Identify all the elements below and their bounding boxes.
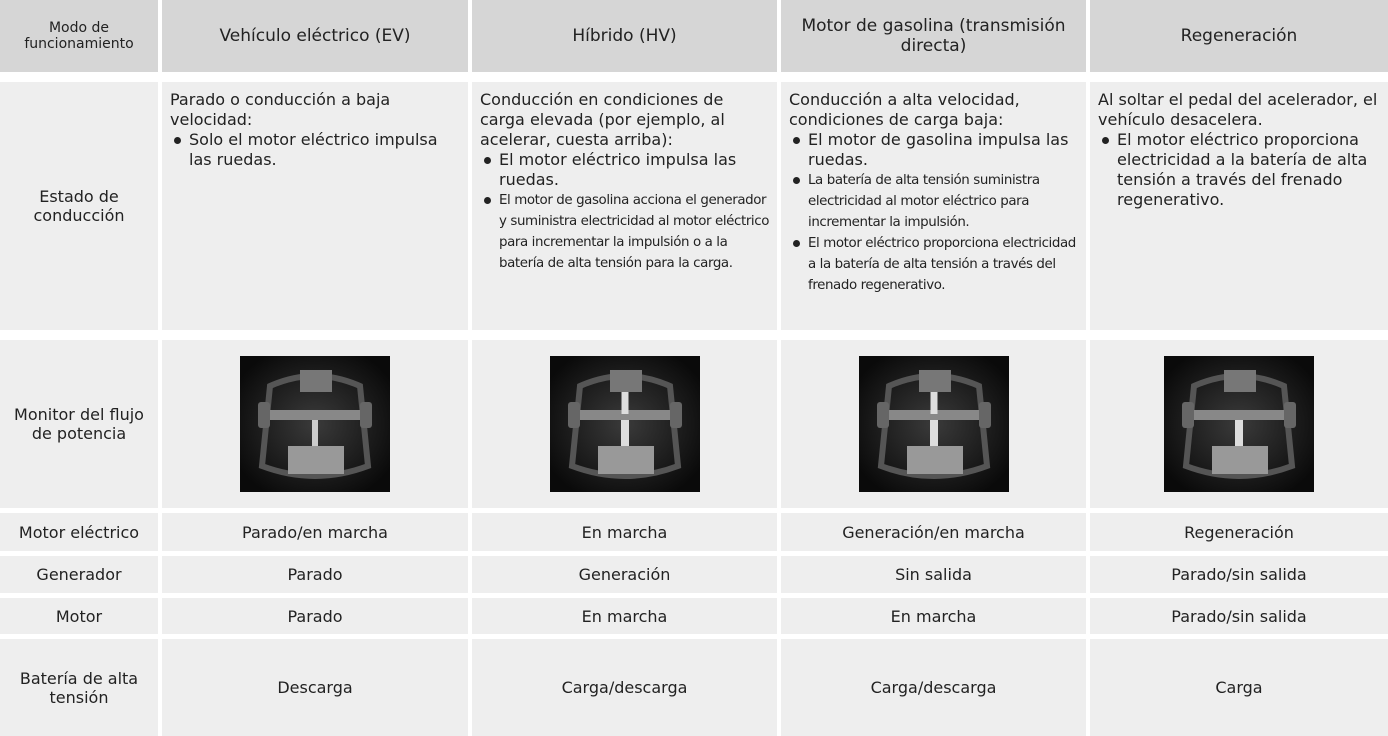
value-cell: Descarga — [162, 639, 468, 736]
row-label: Generador — [0, 556, 158, 593]
header-cell: Regeneración — [1090, 0, 1388, 72]
value-cell: Parado — [162, 556, 468, 593]
value-cell: Parado — [162, 598, 468, 634]
value-cell: Carga/descarga — [472, 639, 777, 736]
header-cell: Modo de funcionamiento — [0, 0, 158, 72]
state-cell: Conducción a alta velocidad, condiciones… — [781, 82, 1086, 330]
power-flow-image — [549, 356, 700, 492]
state-cell: Conducción en condiciones de carga eleva… — [472, 82, 777, 330]
power-flow-image — [240, 356, 390, 492]
state-cell: Parado o conducción a baja velocidad: Sol… — [162, 82, 468, 330]
image-cell — [1090, 340, 1388, 508]
value-cell: Parado/sin salida — [1090, 556, 1388, 593]
value-cell: Carga — [1090, 639, 1388, 736]
row-label: Monitor del flujo de potencia — [0, 340, 158, 508]
bullet: El motor eléctrico proporciona electrici… — [789, 233, 1080, 296]
value-cell: Regeneración — [1090, 513, 1388, 551]
value-cell: Generación — [472, 556, 777, 593]
value-cell: Sin salida — [781, 556, 1086, 593]
state-intro: Al soltar el pedal del acelerador, el ve… — [1098, 90, 1378, 129]
bullet-list: El motor de gasolina impulsa las ruedas.… — [789, 130, 1080, 296]
bullet: El motor de gasolina acciona el generado… — [480, 190, 771, 274]
bullet-list: Solo el motor eléctrico impulsa las rued… — [170, 130, 462, 170]
value-cell: En marcha — [781, 598, 1086, 634]
state-intro: Conducción a alta velocidad, condiciones… — [789, 90, 1020, 129]
row-label: Motor eléctrico — [0, 513, 158, 551]
value-cell: Carga/descarga — [781, 639, 1086, 736]
power-flow-image — [858, 356, 1009, 492]
row-label: Motor — [0, 598, 158, 634]
bullet: Solo el motor eléctrico impulsa las rued… — [170, 130, 462, 170]
value-cell: En marcha — [472, 598, 777, 634]
image-cell — [472, 340, 777, 508]
value-cell: Parado/sin salida — [1090, 598, 1388, 634]
state-intro: Conducción en condiciones de carga eleva… — [480, 90, 725, 149]
value-cell: Generación/en marcha — [781, 513, 1086, 551]
value-cell: En marcha — [472, 513, 777, 551]
bullet: La batería de alta tensión suministra el… — [789, 170, 1080, 233]
state-intro: Parado o conducción a baja velocidad: — [170, 90, 391, 129]
image-cell — [162, 340, 468, 508]
power-flow-image — [1164, 356, 1314, 492]
row-label: Batería de alta tensión — [0, 639, 158, 736]
header-cell: Híbrido (HV) — [472, 0, 777, 72]
header-cell: Motor de gasolina (transmisión directa) — [781, 0, 1086, 72]
bullet-list: El motor eléctrico proporciona electrici… — [1098, 130, 1382, 210]
bullet: El motor de gasolina impulsa las ruedas. — [789, 130, 1080, 170]
value-cell: Parado/en marcha — [162, 513, 468, 551]
header-cell: Vehículo eléctrico (EV) — [162, 0, 468, 72]
state-cell: Al soltar el pedal del acelerador, el ve… — [1090, 82, 1388, 330]
row-label: Estado de conducción — [0, 82, 158, 330]
image-cell — [781, 340, 1086, 508]
bullet-list: El motor eléctrico impulsa las ruedas. El… — [480, 150, 771, 274]
bullet: El motor eléctrico impulsa las ruedas. — [480, 150, 771, 190]
bullet: El motor eléctrico proporciona electrici… — [1098, 130, 1382, 210]
